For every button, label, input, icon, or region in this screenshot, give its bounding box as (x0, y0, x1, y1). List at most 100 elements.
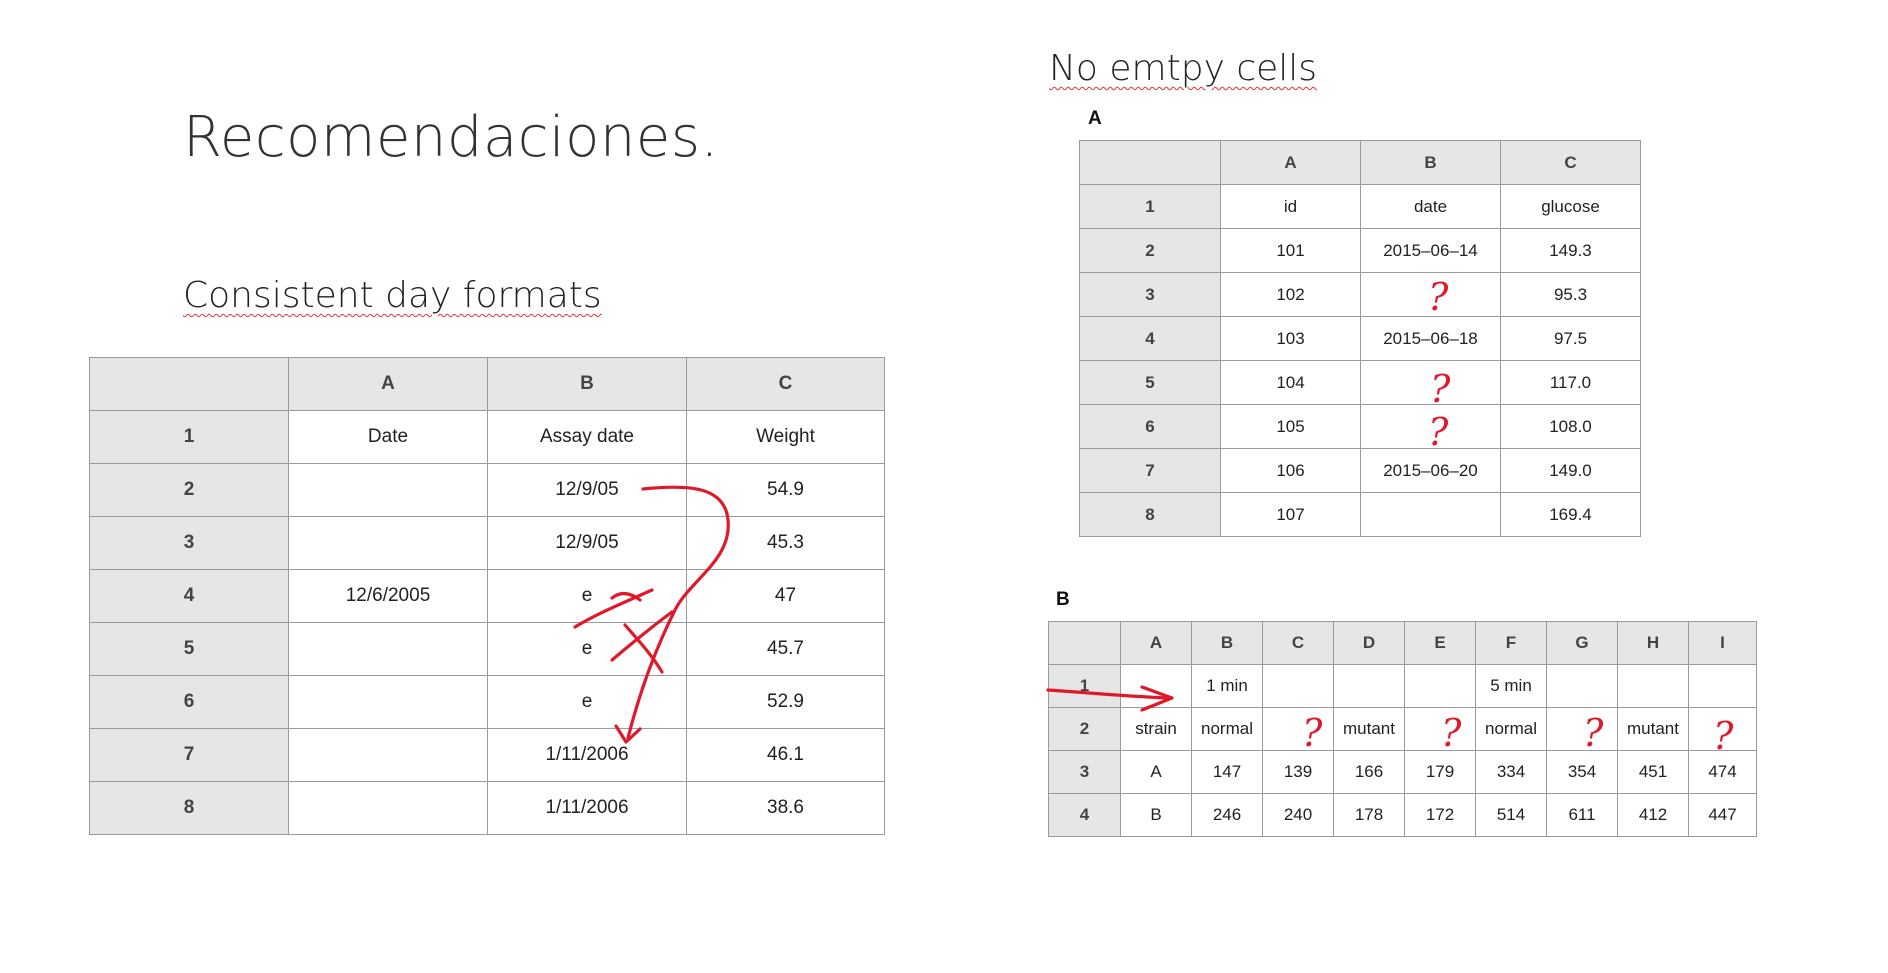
table-cell: 2015–06–20 (1360, 448, 1501, 493)
table-cell: 611 (1546, 793, 1618, 837)
table-cell (288, 516, 488, 570)
column-header-d: D (1333, 621, 1405, 665)
table-cell: 447 (1688, 793, 1757, 837)
left-table-body: A B C 1 Date Assay date Weight 2 12/9/05 54.9 3 12/… (89, 357, 885, 835)
row-header-cell: 1 (89, 410, 289, 464)
table-cell: 412 (1617, 793, 1689, 837)
question-mark-annotation: ? (1713, 714, 1734, 758)
row-header-cell: 3 (89, 516, 289, 570)
table-cell: 240 (1262, 793, 1334, 837)
table-cell: 46.1 (686, 728, 885, 782)
table-cell: e (487, 675, 687, 729)
table-cell (1546, 664, 1618, 708)
table-cell: 108.0 (1500, 404, 1641, 449)
consistent-dates-spreadsheet: A B C 1 Date Assay date Weight 2 12/9/05 54.9 3 12/… (89, 357, 885, 835)
table-row: 4 B 246 240 178 172 514 611 412 447 (1048, 793, 1757, 837)
table-cell: 169.4 (1500, 492, 1641, 537)
table-cell: 139 (1262, 750, 1334, 794)
table-cell (288, 728, 488, 782)
table-cell: normal (1191, 707, 1263, 751)
table-cell: 117.0 (1500, 360, 1641, 405)
table-cell (1120, 664, 1192, 708)
row-header-cell: 1 (1048, 664, 1121, 708)
table-row: 4 12/6/2005 e 47 (89, 569, 885, 623)
table-row: 2 101 2015–06–14 149.3 (1079, 228, 1641, 273)
table-cell: mutant (1333, 707, 1405, 751)
table-cell (1360, 492, 1501, 537)
table-row: 5 e 45.7 (89, 622, 885, 676)
table-cell: mutant (1617, 707, 1689, 751)
table-cell: 45.3 (686, 516, 885, 570)
table-cell: 246 (1191, 793, 1263, 837)
question-mark-annotation: ? (1441, 711, 1462, 755)
row-header-cell: 8 (89, 781, 289, 835)
row-header-cell: 4 (89, 569, 289, 623)
column-header-i: I (1688, 621, 1757, 665)
table-row: 3 12/9/05 45.3 (89, 516, 885, 570)
row-header-cell: 7 (1079, 448, 1221, 493)
column-header-g: G (1546, 621, 1618, 665)
table-cell (1688, 664, 1757, 708)
row-header-cell: 8 (1079, 492, 1221, 537)
table-cell: 451 (1617, 750, 1689, 794)
table-cell: 38.6 (686, 781, 885, 835)
table-cell: 95.3 (1500, 272, 1641, 317)
table-cell (1617, 664, 1689, 708)
column-header-e: E (1404, 621, 1476, 665)
table-cell (1546, 707, 1618, 751)
table-cell: 103 (1220, 316, 1361, 361)
table-row: 8 1/11/2006 38.6 (89, 781, 885, 835)
slide-title: Recomendaciones. (183, 105, 719, 170)
corner-cell (1048, 621, 1121, 665)
table-cell (1404, 707, 1476, 751)
row-header-cell: 2 (1079, 228, 1221, 273)
row-header-cell: 3 (1079, 272, 1221, 317)
row-header-cell: 5 (1079, 360, 1221, 405)
table-cell: e (487, 622, 687, 676)
row-header-cell: 7 (89, 728, 289, 782)
column-header-b: B (1191, 621, 1263, 665)
table-cell (288, 781, 488, 835)
corner-cell (89, 357, 289, 411)
table-cell: 334 (1475, 750, 1547, 794)
table-cell: 54.9 (686, 463, 885, 517)
column-header-a: A (1220, 140, 1361, 185)
column-header-b: B (487, 357, 687, 411)
table-cell: 104 (1220, 360, 1361, 405)
panel-b-label: B (1056, 589, 1070, 610)
column-header-c: C (686, 357, 885, 411)
table-cell: B (1120, 793, 1192, 837)
column-header-h: H (1617, 621, 1689, 665)
table-row: 7 106 2015–06–20 149.0 (1079, 448, 1641, 493)
table-cell: strain (1120, 707, 1192, 751)
table-row: 3 A 147 139 166 179 334 354 451 474 (1048, 750, 1757, 794)
table-row: 2 12/9/05 54.9 (89, 463, 885, 517)
table-cell: id (1220, 184, 1361, 229)
question-mark-annotation: ? (1583, 711, 1604, 755)
consistent-day-formats-heading: Consistent day formats (183, 275, 602, 316)
table-cell: 1/11/2006 (487, 728, 687, 782)
column-header-b: B (1360, 140, 1501, 185)
table-cell: 354 (1546, 750, 1618, 794)
table-cell: 12/6/2005 (288, 569, 488, 623)
table-cell: 45.7 (686, 622, 885, 676)
table-cell: Weight (686, 410, 885, 464)
table-cell: 105 (1220, 404, 1361, 449)
row-header-cell: 5 (89, 622, 289, 676)
table-row: 1 Date Assay date Weight (89, 410, 885, 464)
table-cell: 179 (1404, 750, 1476, 794)
table-cell: 47 (686, 569, 885, 623)
table-cell: e (487, 569, 687, 623)
row-header-cell: 4 (1048, 793, 1121, 837)
table-cell: 52.9 (686, 675, 885, 729)
table-row: 8 107 169.4 (1079, 492, 1641, 537)
table-cell: 149.0 (1500, 448, 1641, 493)
row-header-cell: 1 (1079, 184, 1221, 229)
column-header-f: F (1475, 621, 1547, 665)
corner-cell (1079, 140, 1221, 185)
table-cell: 149.3 (1500, 228, 1641, 273)
